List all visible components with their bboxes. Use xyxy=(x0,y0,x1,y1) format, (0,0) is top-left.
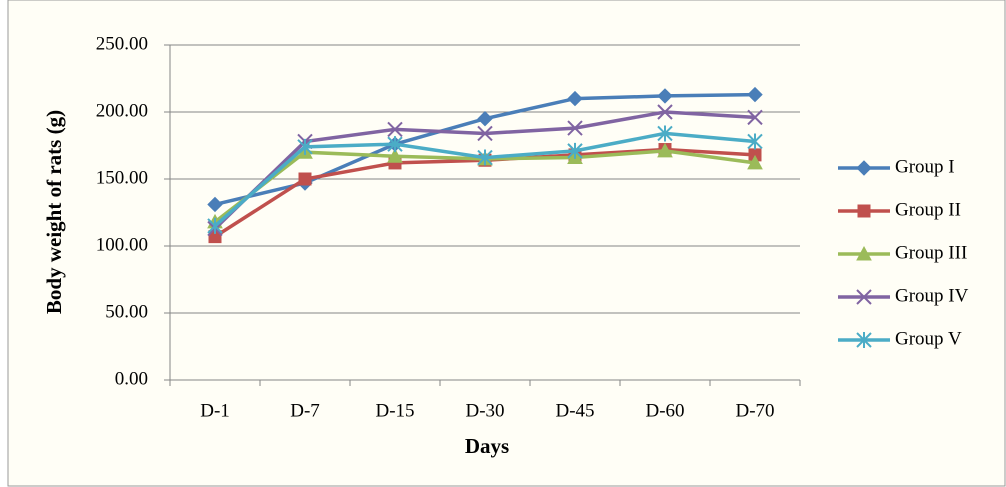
marker-stroke xyxy=(297,138,313,155)
marker xyxy=(657,142,673,158)
legend-label: Group II xyxy=(895,199,961,220)
legend-label: Group V xyxy=(895,328,962,349)
marker xyxy=(567,120,583,136)
chart-frame xyxy=(7,0,1006,487)
y-tick-label: 200.00 xyxy=(96,100,148,121)
marker xyxy=(856,332,872,348)
marker xyxy=(477,110,493,127)
marker xyxy=(657,125,673,142)
x-tick-label: D-1 xyxy=(200,400,230,421)
y-axis-label: Body weight of rats (g) xyxy=(42,110,66,314)
marker xyxy=(477,149,493,166)
x-tick-label: D-70 xyxy=(735,400,774,421)
marker xyxy=(657,104,673,120)
y-tick-label: 100.00 xyxy=(96,234,148,255)
y-tick-label: 150.00 xyxy=(96,167,148,188)
marker xyxy=(387,136,403,153)
marker xyxy=(856,289,872,305)
marker xyxy=(567,90,583,107)
marker xyxy=(657,88,673,104)
marker xyxy=(297,138,313,155)
marker xyxy=(207,196,223,213)
marker-stroke xyxy=(856,289,872,305)
marker-stroke xyxy=(387,136,403,153)
marker-stroke xyxy=(207,217,223,234)
marker-stroke xyxy=(747,133,763,150)
marker-stroke xyxy=(747,109,763,126)
y-tick-label: 250.00 xyxy=(96,33,148,54)
marker xyxy=(207,217,223,234)
y-tick-label: 50.00 xyxy=(105,301,148,322)
marker xyxy=(387,148,403,163)
marker-stroke xyxy=(477,125,493,142)
x-tick-label: D-60 xyxy=(645,400,684,421)
legend-label: Group I xyxy=(895,156,955,177)
x-axis-label: Days xyxy=(465,434,509,458)
marker xyxy=(747,133,763,150)
marker xyxy=(567,142,583,159)
marker-stroke xyxy=(657,104,673,120)
marker-stroke xyxy=(567,120,583,136)
marker-stroke xyxy=(477,149,493,166)
marker xyxy=(387,121,403,138)
legend-label: Group IV xyxy=(895,285,969,306)
marker xyxy=(856,160,872,176)
marker xyxy=(857,204,871,218)
marker xyxy=(747,109,763,126)
marker xyxy=(856,245,872,261)
x-tick-label: D-7 xyxy=(290,400,320,421)
marker xyxy=(298,172,312,186)
marker xyxy=(747,154,763,170)
x-tick-label: D-30 xyxy=(465,400,504,421)
marker-stroke xyxy=(387,121,403,138)
marker-stroke xyxy=(856,332,872,348)
marker-stroke xyxy=(657,125,673,142)
marker-stroke xyxy=(567,142,583,159)
marker xyxy=(747,86,763,103)
marker xyxy=(477,125,493,142)
x-tick-label: D-15 xyxy=(375,400,414,421)
y-tick-label: 0.00 xyxy=(115,368,148,389)
legend-label: Group III xyxy=(895,242,967,263)
x-tick-label: D-45 xyxy=(555,400,594,421)
